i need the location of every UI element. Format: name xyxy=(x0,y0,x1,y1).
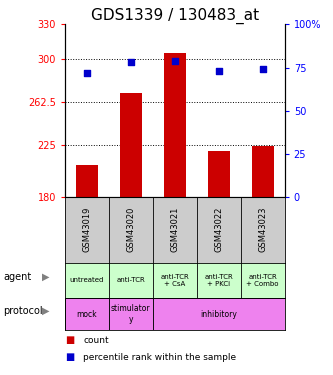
Text: untreated: untreated xyxy=(70,278,104,284)
Bar xyxy=(65,298,109,330)
Bar xyxy=(109,298,153,330)
Point xyxy=(260,66,265,72)
Title: GDS1339 / 130483_at: GDS1339 / 130483_at xyxy=(91,8,259,24)
Text: ■: ■ xyxy=(65,352,74,362)
Bar xyxy=(153,298,285,330)
Bar xyxy=(120,93,142,197)
Point xyxy=(128,59,134,65)
Bar xyxy=(164,53,186,197)
Text: agent: agent xyxy=(3,272,32,282)
Text: anti-TCR
+ CsA: anti-TCR + CsA xyxy=(161,274,189,287)
Point xyxy=(172,58,177,64)
Text: ▶: ▶ xyxy=(42,306,49,316)
Text: GSM43019: GSM43019 xyxy=(82,207,92,252)
Point xyxy=(84,70,90,76)
Text: anti-TCR: anti-TCR xyxy=(117,278,145,284)
Text: GSM43020: GSM43020 xyxy=(126,207,136,252)
Text: GSM43021: GSM43021 xyxy=(170,207,179,252)
Bar xyxy=(76,165,98,197)
Text: anti-TCR
+ PKCi: anti-TCR + PKCi xyxy=(204,274,233,287)
Point xyxy=(216,68,221,74)
Text: protocol: protocol xyxy=(3,306,43,316)
Text: stimulator
y: stimulator y xyxy=(111,304,151,324)
Text: anti-TCR
+ Combo: anti-TCR + Combo xyxy=(246,274,279,287)
Bar xyxy=(208,151,230,197)
Text: ■: ■ xyxy=(65,336,74,345)
Text: GSM43022: GSM43022 xyxy=(214,207,223,252)
Text: count: count xyxy=(83,336,109,345)
Text: GSM43023: GSM43023 xyxy=(258,207,267,252)
Text: mock: mock xyxy=(77,310,97,319)
Bar xyxy=(252,146,274,197)
Text: ▶: ▶ xyxy=(42,272,49,282)
Text: percentile rank within the sample: percentile rank within the sample xyxy=(83,352,236,362)
Text: inhibitory: inhibitory xyxy=(200,310,237,319)
